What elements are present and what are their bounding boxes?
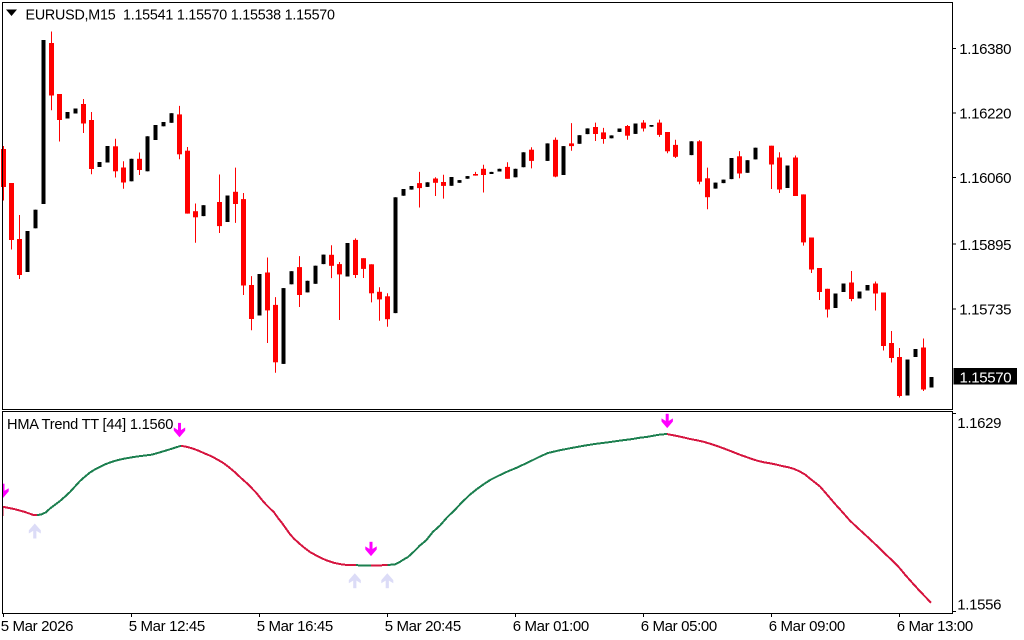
svg-text:1.1556: 1.1556 bbox=[957, 596, 1001, 613]
svg-text:5 Mar 2026: 5 Mar 2026 bbox=[1, 618, 73, 635]
svg-text:1.15735: 1.15735 bbox=[959, 301, 1011, 318]
svg-text:1.16380: 1.16380 bbox=[959, 41, 1011, 58]
svg-text:1.16060: 1.16060 bbox=[959, 170, 1011, 187]
svg-text:6 Mar 05:00: 6 Mar 05:00 bbox=[641, 618, 717, 635]
svg-text:1.1629: 1.1629 bbox=[957, 415, 1001, 432]
svg-text:5 Mar 16:45: 5 Mar 16:45 bbox=[257, 618, 333, 635]
svg-text:1.15570: 1.15570 bbox=[960, 370, 1012, 387]
svg-text:6 Mar 01:00: 6 Mar 01:00 bbox=[513, 618, 589, 635]
svg-text:5 Mar 12:45: 5 Mar 12:45 bbox=[129, 618, 205, 635]
svg-text:6 Mar 13:00: 6 Mar 13:00 bbox=[897, 618, 973, 635]
svg-text:EURUSD,M15 1.15541 1.15570 1.: EURUSD,M15 1.15541 1.15570 1.15538 1.155… bbox=[26, 7, 336, 23]
svg-text:1.16220: 1.16220 bbox=[959, 106, 1011, 123]
svg-text:5 Mar 20:45: 5 Mar 20:45 bbox=[385, 618, 461, 635]
svg-text:HMA Trend TT [44] 1.1560: HMA Trend TT [44] 1.1560 bbox=[7, 417, 173, 433]
svg-text:1.15895: 1.15895 bbox=[959, 237, 1011, 254]
svg-text:6 Mar 09:00: 6 Mar 09:00 bbox=[769, 618, 845, 635]
